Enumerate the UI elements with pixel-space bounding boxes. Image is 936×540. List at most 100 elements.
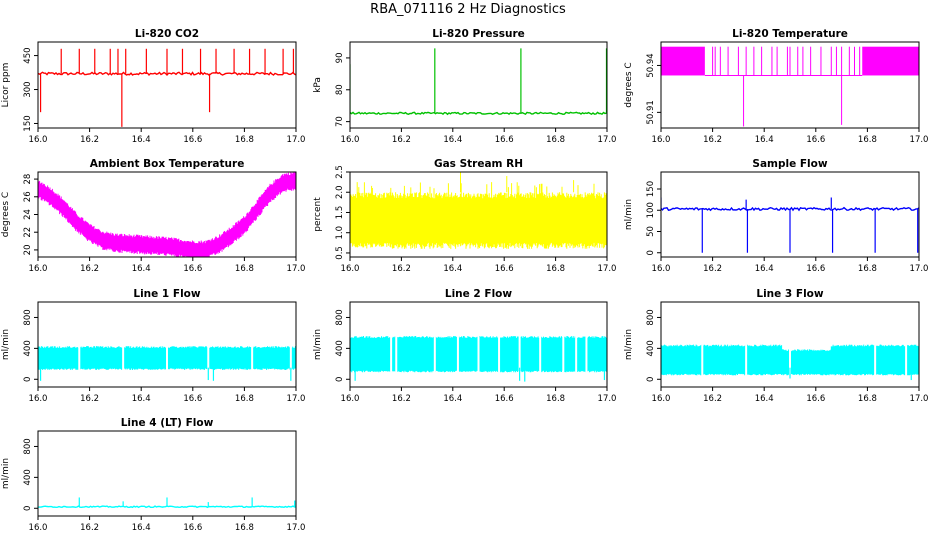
gap-mark: [498, 302, 501, 387]
y-axis-label: ml/min: [1, 458, 11, 489]
x-tick-label: 17.0: [287, 264, 306, 274]
y-tick-label: 50: [646, 226, 656, 237]
y-tick-label: 1.5: [335, 206, 345, 220]
gap-mark: [789, 302, 791, 387]
x-tick-label: 16.0: [652, 264, 671, 274]
plot-frame: [37, 430, 297, 517]
y-tick-label: 0: [335, 377, 345, 382]
page-title: RBA_071116 2 Hz Diagnostics: [370, 2, 566, 17]
series-band: [781, 349, 832, 376]
chart-title: Ambient Box Temperature: [90, 158, 245, 170]
x-tick-label: 17.0: [598, 264, 617, 274]
y-tick-label: 80: [335, 84, 345, 95]
y-tick-label: 0: [23, 377, 33, 382]
x-tick-label: 16.0: [341, 264, 360, 274]
x-tick-label: 16.4: [755, 394, 774, 404]
gap-mark: [433, 302, 436, 387]
chart-panel-4: Ambient Box Temperature degrees C 16.0 16.2…: [1, 158, 305, 274]
plot-frame: [660, 171, 920, 258]
y-axis-label: ml/min: [624, 329, 634, 360]
x-tick-label: 16.0: [652, 135, 671, 145]
y-tick-label: 800: [23, 438, 33, 454]
x-tick-label: 16.0: [29, 264, 48, 274]
y-axis-label: degrees C: [1, 192, 11, 237]
x-tick-label: 16.2: [392, 394, 411, 404]
gap-mark: [166, 302, 168, 387]
y-tick-label: 70: [335, 116, 345, 127]
x-tick-label: 16.2: [703, 264, 722, 274]
gap-mark: [575, 302, 578, 387]
plot-frame: [660, 301, 920, 388]
y-tick-label: 2.0: [335, 185, 345, 199]
chart-data-layer: [38, 302, 296, 387]
chart-data-layer: [38, 172, 296, 257]
x-tick-label: 16.0: [652, 394, 671, 404]
series-band: [661, 344, 783, 376]
y-axis-label: ml/min: [313, 329, 323, 360]
x-tick-label: 17.0: [287, 394, 306, 404]
y-tick-label: 0.5: [335, 246, 345, 260]
y-tick-label: 400: [23, 469, 33, 485]
y-tick-label: 450: [23, 47, 33, 63]
x-tick-label: 16.2: [80, 264, 99, 274]
plot-frame: [349, 41, 608, 129]
x-tick-label: 16.6: [495, 264, 514, 274]
x-tick-label: 16.6: [183, 264, 202, 274]
gap-mark: [390, 302, 393, 387]
chart-panel-3: Li-820 Temperature degrees C 16.0 16.2 16.4 1…: [624, 28, 928, 145]
y-tick-label: 800: [23, 309, 33, 325]
chart-panel-5: Gas Stream RH percent 16.0 16.2 16.4 16.6 16.8…: [313, 158, 616, 274]
gap-mark: [745, 302, 748, 387]
y-tick-label: 1.0: [335, 226, 345, 240]
x-tick-label: 16.4: [132, 135, 151, 145]
chart-title: Li-820 Pressure: [432, 28, 525, 40]
x-tick-label: 16.8: [858, 394, 877, 404]
gap-mark: [477, 302, 480, 387]
x-tick-label: 16.4: [132, 264, 151, 274]
x-tick-label: 16.8: [235, 523, 254, 533]
x-tick-label: 16.2: [80, 135, 99, 145]
x-tick-label: 16.2: [392, 264, 411, 274]
y-tick-label: 100: [646, 202, 656, 218]
x-tick-label: 16.0: [29, 394, 48, 404]
chart-title: Li-820 CO2: [135, 28, 199, 40]
x-tick-label: 16.2: [80, 394, 99, 404]
series-band: [350, 182, 607, 249]
chart-data-layer: [38, 48, 296, 127]
y-tick-label: 20: [23, 245, 33, 256]
x-tick-label: 16.6: [183, 135, 202, 145]
x-tick-label: 16.0: [341, 394, 360, 404]
chart-data-layer: [661, 46, 919, 127]
y-axis-label: degrees C: [624, 62, 634, 107]
x-tick-label: 17.0: [287, 135, 306, 145]
x-tick-label: 16.4: [443, 394, 462, 404]
chart-title: Li-820 Temperature: [732, 28, 848, 40]
chart-title: Line 3 Flow: [756, 288, 823, 300]
y-tick-label: 400: [646, 340, 656, 356]
chart-panel-8: Line 2 Flow ml/min 16.0 16.2 16.4 16.6 16.8 17.…: [313, 288, 616, 404]
chart-panel-10: Line 4 (LT) Flow ml/min 16.0 16.2 16.4 16.6 16…: [1, 417, 305, 533]
x-tick-label: 16.2: [703, 394, 722, 404]
x-tick-label: 16.6: [495, 394, 514, 404]
x-tick-label: 17.0: [287, 523, 306, 533]
x-tick-label: 16.8: [235, 264, 254, 274]
y-axis-label: Licor ppm: [1, 63, 11, 108]
y-tick-label: 22: [23, 227, 33, 238]
x-tick-label: 16.8: [235, 394, 254, 404]
x-tick-label: 16.0: [341, 135, 360, 145]
gap-mark: [701, 302, 704, 387]
plot-frame: [349, 171, 608, 258]
y-tick-label: 26: [23, 191, 33, 202]
chart-data-layer: [350, 48, 607, 116]
x-tick-label: 16.8: [858, 135, 877, 145]
x-tick-label: 16.2: [703, 135, 722, 145]
y-tick-label: 400: [335, 340, 345, 356]
gap-mark: [539, 302, 542, 387]
x-tick-label: 16.6: [183, 394, 202, 404]
y-tick-label: 24: [23, 209, 33, 220]
x-tick-label: 16.2: [80, 523, 99, 533]
x-tick-label: 16.6: [806, 394, 825, 404]
y-tick-label: 400: [23, 340, 33, 356]
x-tick-label: 16.8: [858, 264, 877, 274]
gap-mark: [456, 302, 459, 387]
